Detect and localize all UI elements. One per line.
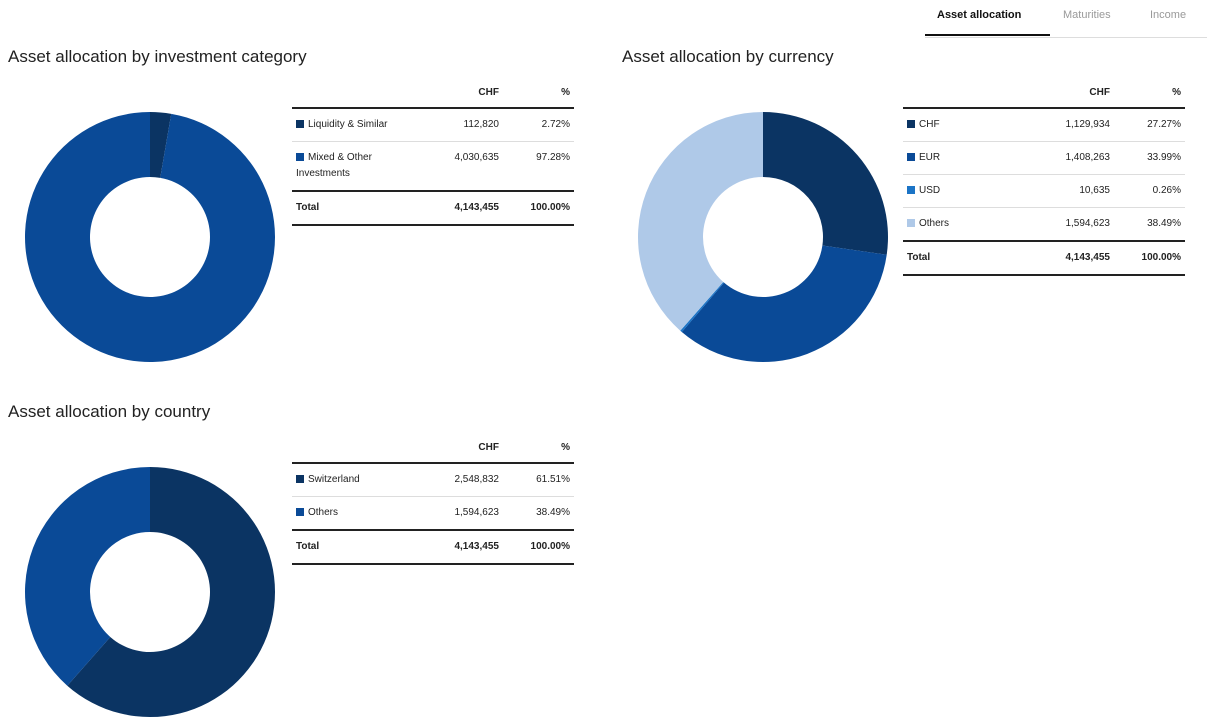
legend-swatch [907, 152, 915, 161]
total-percent: 100.00% [502, 190, 574, 226]
legend-swatch [907, 185, 915, 194]
tab[interactable]: Maturities [1063, 9, 1111, 21]
table-row: Switzerland 2,548,832 61.51% [292, 463, 574, 497]
header-cell [903, 77, 1033, 109]
table-row: CHF 1,129,934 27.27% [903, 108, 1185, 142]
row-label-cell: CHF [903, 108, 1033, 142]
percent-cell: 61.51% [502, 463, 574, 497]
table-row: Liquidity & Similar 112,820 2.72% [292, 108, 574, 142]
total-percent: 100.00% [1113, 240, 1185, 276]
percent-cell: 38.49% [1113, 207, 1185, 242]
table-header: CHF% [903, 77, 1185, 109]
legend-swatch [296, 119, 304, 128]
allocation-table: CHF% Switzerland 2,548,832 61.51% Others 1,59… [292, 432, 574, 565]
percent-cell: 27.27% [1113, 108, 1185, 142]
total-row: Total 4,143,455 100.00% [903, 240, 1185, 276]
row-label-cell: USD [903, 174, 1033, 208]
row-label-cell: EUR [903, 141, 1033, 175]
total-row: Total 4,143,455 100.00% [292, 529, 574, 565]
donut-segment [67, 467, 275, 717]
donut-segment [680, 281, 725, 333]
amount-cell: 1,129,934 [1032, 108, 1114, 142]
total-amount: 4,143,455 [1032, 240, 1114, 276]
donut-segment [150, 112, 172, 178]
total-percent: 100.00% [502, 529, 574, 565]
header-cell [292, 77, 422, 109]
amount-cell: 1,594,623 [421, 496, 503, 531]
amount-cell: 10,635 [1032, 174, 1114, 208]
table-row: Others 1,594,623 38.49% [903, 207, 1185, 242]
chart-title: Asset allocation by investment category [8, 47, 307, 66]
row-label: Switzerland [308, 474, 360, 485]
amount-cell: 2,548,832 [421, 463, 503, 497]
allocation-table: CHF% Liquidity & Similar 112,820 2.72% Mixed… [292, 77, 574, 226]
row-label-cell: Others [903, 207, 1033, 242]
amount-cell: 112,820 [421, 108, 503, 142]
percent-cell: 33.99% [1113, 141, 1185, 175]
row-label-cell: Switzerland [292, 463, 422, 497]
total-label: Total [903, 240, 1033, 276]
donut-segment [763, 112, 888, 255]
donut-chart [24, 112, 276, 362]
chart-title: Asset allocation by currency [622, 47, 834, 66]
donut-segment [24, 112, 276, 362]
header-cell: % [502, 77, 574, 109]
total-amount: 4,143,455 [421, 190, 503, 226]
tab[interactable]: Asset allocation [937, 9, 1022, 21]
header-cell [292, 432, 422, 464]
percent-cell: 2.72% [502, 108, 574, 142]
header-cell: % [1113, 77, 1185, 109]
row-label: Liquidity & Similar [308, 119, 388, 130]
allocation-table: CHF% CHF 1,129,934 27.27% EUR 1,408,263 33.99%… [903, 77, 1185, 276]
row-label-cell: Others [292, 496, 422, 531]
tab-bar: Asset allocation Maturities Income [925, 0, 1207, 38]
header-cell: CHF [421, 432, 503, 464]
percent-cell: 38.49% [502, 496, 574, 531]
table-header: CHF% [292, 432, 574, 464]
header-cell: CHF [421, 77, 503, 109]
table-row: Others 1,594,623 38.49% [292, 496, 574, 531]
header-cell: CHF [1032, 77, 1114, 109]
donut-chart [637, 112, 888, 362]
row-label: EUR [919, 152, 941, 163]
percent-cell: 97.28% [502, 141, 574, 192]
amount-cell: 1,594,623 [1032, 207, 1114, 242]
percent-cell: 0.26% [1113, 174, 1185, 208]
legend-swatch [296, 507, 304, 516]
total-label: Total [292, 529, 422, 565]
row-label: CHF [919, 119, 940, 130]
row-label-cell: Mixed & Other Investments [292, 141, 422, 192]
amount-cell: 4,030,635 [421, 141, 503, 192]
chart-title: Asset allocation by country [8, 402, 211, 421]
row-label: Mixed & Other Investments [296, 152, 372, 179]
row-label: USD [919, 185, 941, 196]
legend-swatch [907, 218, 915, 227]
donut-segment [24, 467, 150, 686]
row-label-cell: Liquidity & Similar [292, 108, 422, 142]
total-row: Total 4,143,455 100.00% [292, 190, 574, 226]
donut-segment [637, 112, 763, 331]
amount-cell: 1,408,263 [1032, 141, 1114, 175]
tab[interactable]: Income [1150, 9, 1187, 21]
legend-swatch [296, 152, 304, 161]
donut-chart [24, 467, 275, 717]
table-header: CHF% [292, 77, 574, 109]
legend-swatch [907, 119, 915, 128]
tab-underline [925, 34, 1050, 36]
row-label: Others [308, 507, 339, 518]
total-amount: 4,143,455 [421, 529, 503, 565]
row-label: Others [919, 218, 950, 229]
legend-swatch [296, 474, 304, 483]
table-row: Mixed & Other Investments 4,030,635 97.28% [292, 141, 574, 192]
donut-segment [681, 245, 887, 362]
header-cell: % [502, 432, 574, 464]
table-row: EUR 1,408,263 33.99% [903, 141, 1185, 175]
table-row: USD 10,635 0.26% [903, 174, 1185, 208]
total-label: Total [292, 190, 422, 226]
